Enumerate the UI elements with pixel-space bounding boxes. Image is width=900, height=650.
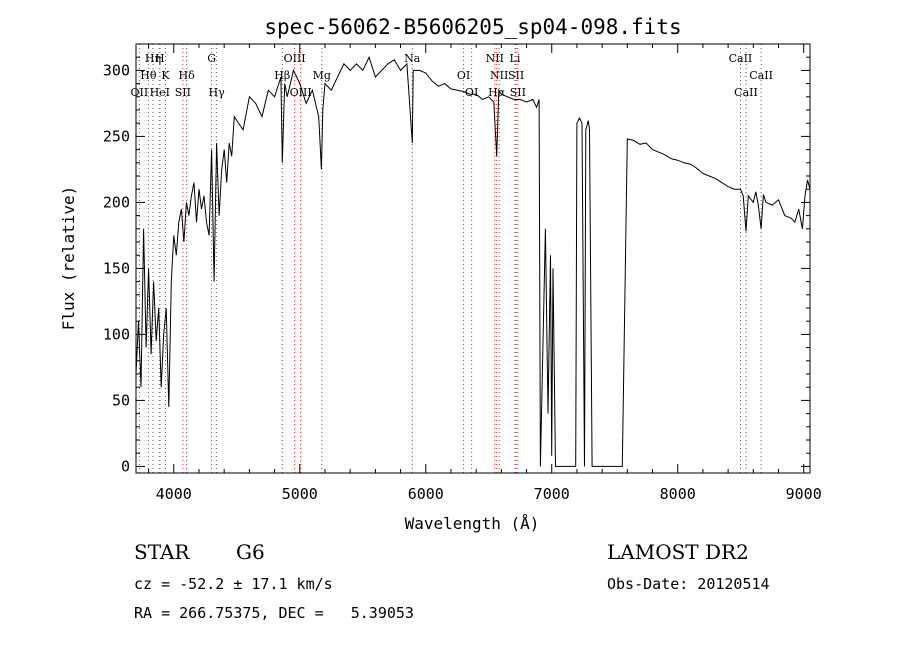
line-marker-label: CaII bbox=[734, 86, 758, 99]
line-marker-label: NII bbox=[490, 69, 508, 82]
coordinates-text: RA = 266.75375, DEC = 5.39053 bbox=[134, 604, 414, 622]
y-tick-label: 0 bbox=[121, 457, 130, 475]
line-marker-label: Mg bbox=[313, 69, 331, 82]
y-tick-label: 100 bbox=[103, 325, 130, 343]
y-tick-label: 150 bbox=[103, 259, 130, 277]
line-marker-label: CaII bbox=[729, 52, 753, 65]
y-tick-label: 300 bbox=[103, 61, 130, 79]
line-marker-label: OII bbox=[131, 86, 149, 99]
x-tick-label: 8000 bbox=[660, 485, 696, 503]
line-marker-label: OI bbox=[465, 86, 478, 99]
line-marker-label: Li bbox=[510, 52, 521, 65]
y-tick-label: 50 bbox=[112, 391, 130, 409]
line-marker-label: HeI bbox=[150, 86, 170, 99]
x-axis-label: Wavelength (Å) bbox=[405, 514, 540, 533]
line-marker-label: Na bbox=[404, 52, 421, 65]
line-marker-label: SII bbox=[175, 86, 191, 99]
plot-frame bbox=[135, 43, 811, 474]
line-marker-label: Hγ bbox=[209, 86, 226, 99]
series-layer bbox=[135, 55, 811, 467]
line-marker-label: K bbox=[161, 69, 170, 82]
line-marker-label: Hα bbox=[488, 86, 506, 99]
line-marker-label: OIII bbox=[284, 52, 306, 65]
y-axis-label: Flux (relative) bbox=[59, 186, 78, 331]
x-tick-label: 7000 bbox=[534, 485, 570, 503]
redshift-text: cz = -52.2 ± 17.1 km/s bbox=[134, 575, 333, 593]
x-tick-label: 6000 bbox=[408, 485, 444, 503]
line-marker-label: SII bbox=[510, 86, 526, 99]
axes-layer: 4000 5000 6000 7000 8000 9000 0 50 100 150 200 250 3… bbox=[103, 43, 822, 503]
chart-title: spec-56062-B5606205_sp04-098.fits bbox=[264, 15, 681, 39]
survey-name: LAMOST DR2 bbox=[607, 540, 749, 564]
x-tick-label: 4000 bbox=[156, 485, 192, 503]
line-marker-label: Hη bbox=[145, 52, 161, 65]
line-marker-label: H bbox=[155, 52, 165, 65]
line-marker-label: SII bbox=[508, 69, 524, 82]
y-tick-label: 200 bbox=[103, 193, 130, 211]
object-class: STAR bbox=[134, 540, 190, 564]
line-marker-label: Hθ bbox=[140, 69, 157, 82]
line-marker-label: G bbox=[207, 52, 216, 65]
y-tick-label: 250 bbox=[103, 127, 130, 145]
line-marker-label: CaII bbox=[749, 69, 773, 82]
spectrum-line bbox=[135, 55, 811, 467]
x-tick-label: 5000 bbox=[282, 485, 318, 503]
line-marker-label: Hδ bbox=[179, 69, 196, 82]
x-tick-label: 9000 bbox=[786, 485, 822, 503]
line-marker-label: OIII bbox=[290, 86, 312, 99]
line-marker-label: Hβ bbox=[274, 69, 290, 82]
line-marker-label: NII bbox=[486, 52, 504, 65]
obs-date-text: Obs-Date: 20120514 bbox=[607, 575, 770, 593]
object-subclass: G6 bbox=[236, 540, 265, 564]
line-marker-label: OI bbox=[457, 69, 470, 82]
